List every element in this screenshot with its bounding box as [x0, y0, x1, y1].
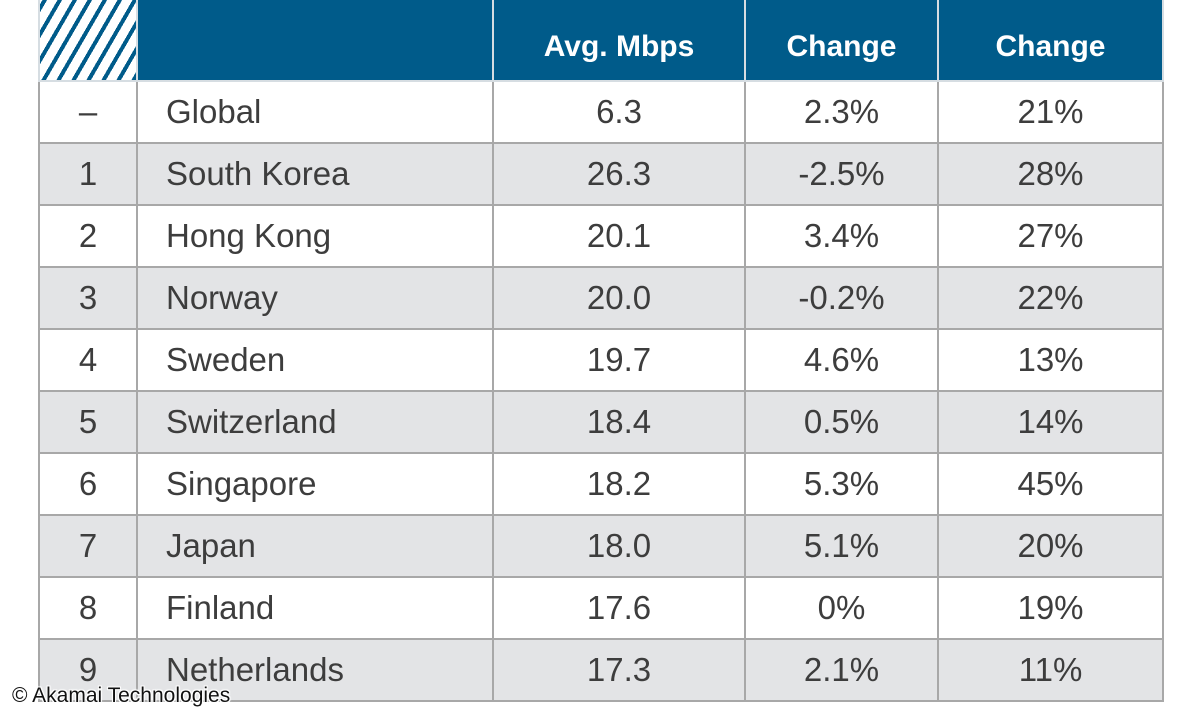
qoq-change-cell: 2.1%	[744, 638, 939, 702]
country-cell: Japan	[136, 514, 494, 578]
avg-mbps-cell: 18.4	[492, 390, 746, 454]
rank-cell: 8	[38, 576, 138, 640]
country-cell: Singapore	[136, 452, 494, 516]
copyright-credit: © Akamai Technologies	[12, 684, 231, 707]
avg-mbps-cell: 20.0	[492, 266, 746, 330]
qoq-change-cell: 3.4%	[744, 204, 939, 268]
qoq-change-cell: -0.2%	[744, 266, 939, 330]
yoy-change-cell: 27%	[937, 204, 1164, 268]
country-cell: Norway	[136, 266, 494, 330]
avg-mbps-cell: 20.1	[492, 204, 746, 268]
rank-cell: 7	[38, 514, 138, 578]
table-row: 5 Switzerland 18.4 0.5% 14%	[38, 390, 1164, 454]
avg-mbps-cell: 6.3	[492, 80, 746, 144]
qoq-change-cell: 0%	[744, 576, 939, 640]
avg-mbps-cell: 19.7	[492, 328, 746, 392]
country-cell: Global	[136, 80, 494, 144]
yoy-change-cell: 21%	[937, 80, 1164, 144]
country-cell: Sweden	[136, 328, 494, 392]
table-row: 9 Netherlands 17.3 2.1% 11%	[38, 638, 1164, 702]
yoy-change-header: Change	[937, 0, 1164, 82]
rank-cell: 1	[38, 142, 138, 206]
qoq-change-cell: 4.6%	[744, 328, 939, 392]
rank-cell: 6	[38, 452, 138, 516]
rank-header-hatch	[38, 0, 138, 82]
table-row: 8 Finland 17.6 0% 19%	[38, 576, 1164, 640]
qoq-change-cell: 0.5%	[744, 390, 939, 454]
yoy-change-cell: 45%	[937, 452, 1164, 516]
table-row: 3 Norway 20.0 -0.2% 22%	[38, 266, 1164, 330]
header-row: Avg. Mbps Change Change	[38, 0, 1164, 82]
country-cell: Switzerland	[136, 390, 494, 454]
table-row: 1 South Korea 26.3 -2.5% 28%	[38, 142, 1164, 206]
table-row: 4 Sweden 19.7 4.6% 13%	[38, 328, 1164, 392]
country-cell: Hong Kong	[136, 204, 494, 268]
table-row: 7 Japan 18.0 5.1% 20%	[38, 514, 1164, 578]
rank-cell: 9	[38, 638, 138, 702]
country-cell: Netherlands	[136, 638, 494, 702]
rank-cell: 5	[38, 390, 138, 454]
speed-table: Avg. Mbps Change Change – Global 6.3 2.3% 21…	[38, 0, 1164, 702]
country-header	[136, 0, 494, 82]
rank-cell: 2	[38, 204, 138, 268]
yoy-change-cell: 22%	[937, 266, 1164, 330]
avg-mbps-cell: 17.3	[492, 638, 746, 702]
country-cell: South Korea	[136, 142, 494, 206]
avg-mbps-cell: 18.0	[492, 514, 746, 578]
yoy-change-cell: 11%	[937, 638, 1164, 702]
avg-mbps-cell: 18.2	[492, 452, 746, 516]
rank-cell: 4	[38, 328, 138, 392]
rank-cell: –	[38, 80, 138, 144]
qoq-change-cell: 2.3%	[744, 80, 939, 144]
qoq-change-header: Change	[744, 0, 939, 82]
qoq-change-cell: 5.3%	[744, 452, 939, 516]
qoq-change-cell: -2.5%	[744, 142, 939, 206]
yoy-change-cell: 19%	[937, 576, 1164, 640]
yoy-change-cell: 14%	[937, 390, 1164, 454]
avg-mbps-header: Avg. Mbps	[492, 0, 746, 82]
table-body: – Global 6.3 2.3% 21% 1 South Korea 26.3 -2.5% 28…	[38, 80, 1164, 702]
table-row: – Global 6.3 2.3% 21%	[38, 80, 1164, 144]
table-row: 2 Hong Kong 20.1 3.4% 27%	[38, 204, 1164, 268]
avg-mbps-cell: 26.3	[492, 142, 746, 206]
qoq-change-cell: 5.1%	[744, 514, 939, 578]
avg-mbps-cell: 17.6	[492, 576, 746, 640]
yoy-change-cell: 13%	[937, 328, 1164, 392]
yoy-change-cell: 28%	[937, 142, 1164, 206]
rank-cell: 3	[38, 266, 138, 330]
country-cell: Finland	[136, 576, 494, 640]
yoy-change-cell: 20%	[937, 514, 1164, 578]
table-row: 6 Singapore 18.2 5.3% 45%	[38, 452, 1164, 516]
